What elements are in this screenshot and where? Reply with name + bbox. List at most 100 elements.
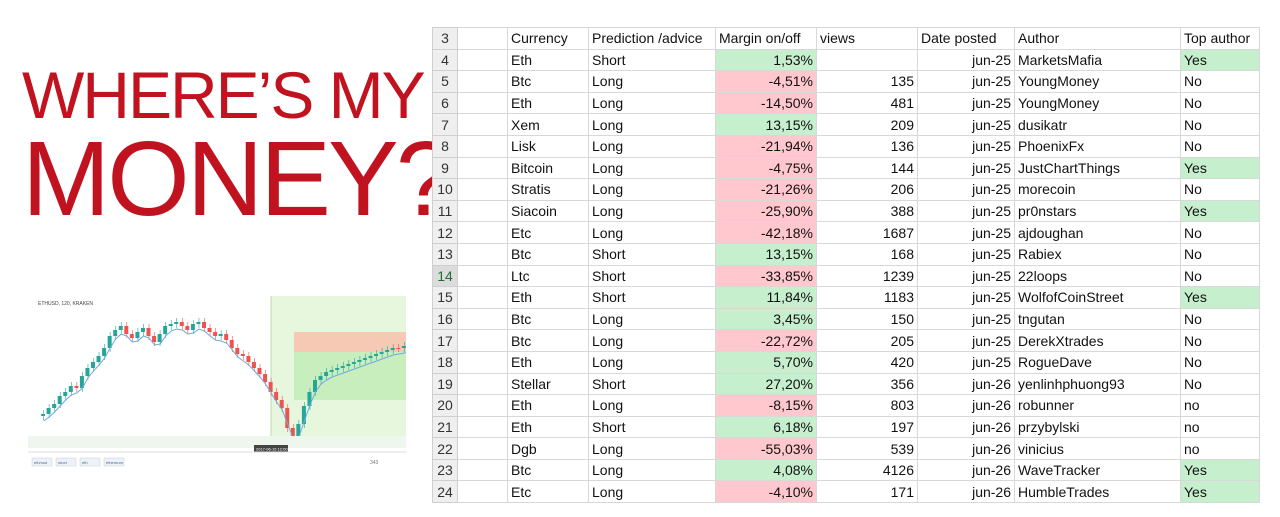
views-cell[interactable]: 803	[816, 394, 918, 417]
author-cell[interactable]: YoungMoney	[1014, 91, 1181, 115]
empty-cell[interactable]	[457, 48, 508, 72]
currency-cell[interactable]: Siacoin	[507, 199, 589, 223]
currency-cell[interactable]: Btc	[507, 307, 589, 331]
margin-cell[interactable]: -55,03%	[715, 437, 817, 460]
date-cell[interactable]: jun-25	[917, 264, 1015, 288]
currency-cell[interactable]: Etc	[507, 221, 589, 244]
views-cell[interactable]: 420	[816, 350, 918, 374]
margin-cell[interactable]: 4,08%	[715, 458, 817, 482]
prediction-cell[interactable]: Short	[588, 286, 716, 309]
top-author-cell[interactable]: Yes	[1180, 48, 1260, 72]
empty-cell[interactable]	[457, 350, 508, 374]
top-author-cell[interactable]: No	[1180, 70, 1260, 93]
top-author-cell[interactable]: No	[1180, 91, 1260, 115]
author-cell[interactable]: Rabiex	[1014, 242, 1181, 266]
views-cell[interactable]: 168	[816, 242, 918, 266]
author-cell[interactable]: MarketsMafia	[1014, 48, 1181, 72]
views-cell[interactable]: 135	[816, 70, 918, 93]
prediction-cell[interactable]: Long	[588, 134, 716, 158]
prediction-cell[interactable]: Long	[588, 156, 716, 180]
empty-cell[interactable]	[457, 329, 508, 352]
top-author-cell[interactable]: Yes	[1180, 286, 1260, 309]
currency-cell[interactable]: Eth	[507, 286, 589, 309]
currency-cell[interactable]: Btc	[507, 329, 589, 352]
margin-cell[interactable]: 3,45%	[715, 307, 817, 331]
author-cell[interactable]: vinicius	[1014, 437, 1181, 460]
prediction-cell[interactable]: Long	[588, 70, 716, 93]
author-cell[interactable]: morecoin	[1014, 178, 1181, 201]
author-cell[interactable]: JustChartThings	[1014, 156, 1181, 180]
margin-cell[interactable]: -25,90%	[715, 199, 817, 223]
chart-tag-button[interactable]	[103, 457, 125, 467]
date-cell[interactable]: jun-25	[917, 242, 1015, 266]
currency-cell[interactable]: Eth	[507, 350, 589, 374]
chart-tag-button[interactable]	[79, 457, 101, 467]
prediction-cell[interactable]: Long	[588, 178, 716, 201]
currency-cell[interactable]: Eth	[507, 48, 589, 72]
top-author-cell[interactable]: Yes	[1180, 199, 1260, 223]
empty-cell[interactable]	[457, 113, 508, 136]
top-author-cell[interactable]: No	[1180, 221, 1260, 244]
empty-cell[interactable]	[457, 242, 508, 266]
top-author-cell[interactable]: No	[1180, 113, 1260, 136]
date-cell[interactable]: jun-25	[917, 113, 1015, 136]
author-cell[interactable]: przybylski	[1014, 415, 1181, 439]
author-cell[interactable]: tngutan	[1014, 307, 1181, 331]
views-cell[interactable]: 1183	[816, 286, 918, 309]
margin-cell[interactable]: -4,51%	[715, 70, 817, 93]
currency-cell[interactable]: Eth	[507, 394, 589, 417]
author-cell[interactable]: 22loops	[1014, 264, 1181, 288]
currency-cell[interactable]: Stratis	[507, 178, 589, 201]
margin-cell[interactable]: -42,18%	[715, 221, 817, 244]
author-cell[interactable]: dusikatr	[1014, 113, 1181, 136]
prediction-cell[interactable]: Short	[588, 372, 716, 396]
views-cell[interactable]: 356	[816, 372, 918, 396]
empty-cell[interactable]	[457, 221, 508, 244]
prediction-cell[interactable]: Short	[588, 48, 716, 72]
date-cell[interactable]: jun-25	[917, 134, 1015, 158]
top-author-cell[interactable]: No	[1180, 134, 1260, 158]
author-cell[interactable]: WolfofCoinStreet	[1014, 286, 1181, 309]
top-author-cell[interactable]: No	[1180, 329, 1260, 352]
date-cell[interactable]: jun-25	[917, 199, 1015, 223]
currency-cell[interactable]: Btc	[507, 70, 589, 93]
currency-cell[interactable]: Etc	[507, 480, 589, 504]
column-header-date[interactable]: Date posted	[917, 27, 1015, 50]
empty-cell[interactable]	[457, 91, 508, 115]
column-header-prediction[interactable]: Prediction /advice	[588, 27, 716, 50]
top-author-cell[interactable]: Yes	[1180, 458, 1260, 482]
views-cell[interactable]: 209	[816, 113, 918, 136]
views-cell[interactable]: 1687	[816, 221, 918, 244]
margin-cell[interactable]: -21,94%	[715, 134, 817, 158]
empty-cell[interactable]	[457, 178, 508, 201]
top-author-cell[interactable]: no	[1180, 394, 1260, 417]
empty-cell[interactable]	[457, 394, 508, 417]
author-cell[interactable]: robunner	[1014, 394, 1181, 417]
views-cell[interactable]: 206	[816, 178, 918, 201]
prediction-cell[interactable]: Long	[588, 394, 716, 417]
currency-cell[interactable]: Btc	[507, 458, 589, 482]
empty-cell[interactable]	[457, 458, 508, 482]
views-cell[interactable]: 539	[816, 437, 918, 460]
views-cell[interactable]: 144	[816, 156, 918, 180]
empty-cell[interactable]	[457, 372, 508, 396]
margin-cell[interactable]: 13,15%	[715, 113, 817, 136]
prediction-cell[interactable]: Short	[588, 242, 716, 266]
margin-cell[interactable]: -21,26%	[715, 178, 817, 201]
date-cell[interactable]: jun-25	[917, 70, 1015, 93]
date-cell[interactable]: jun-25	[917, 350, 1015, 374]
top-author-cell[interactable]: Yes	[1180, 480, 1260, 504]
views-cell[interactable]: 481	[816, 91, 918, 115]
date-cell[interactable]: jun-26	[917, 394, 1015, 417]
empty-cell[interactable]	[457, 437, 508, 460]
top-author-cell[interactable]: no	[1180, 437, 1260, 460]
views-cell[interactable]	[816, 48, 918, 72]
prediction-cell[interactable]: Long	[588, 350, 716, 374]
views-cell[interactable]: 150	[816, 307, 918, 331]
views-cell[interactable]: 197	[816, 415, 918, 439]
author-cell[interactable]: HumbleTrades	[1014, 480, 1181, 504]
date-cell[interactable]: jun-25	[917, 156, 1015, 180]
currency-cell[interactable]: Eth	[507, 91, 589, 115]
prediction-cell[interactable]: Short	[588, 264, 716, 288]
margin-cell[interactable]: 27,20%	[715, 372, 817, 396]
